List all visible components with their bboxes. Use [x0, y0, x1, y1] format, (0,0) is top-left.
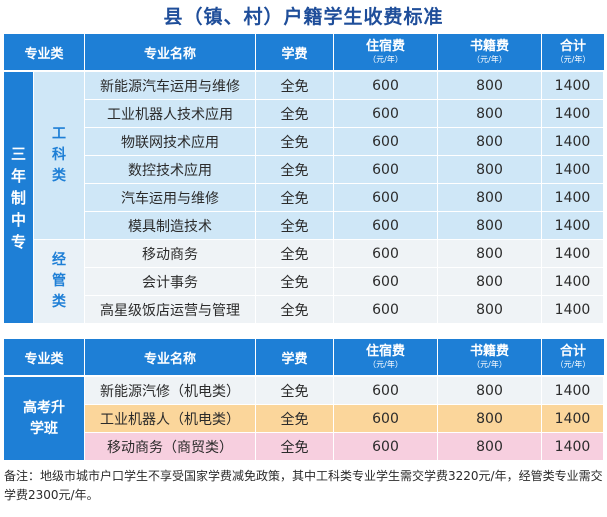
major-cell: 移动商务（商贸类） — [85, 433, 256, 461]
total-cell: 1400 — [542, 156, 604, 184]
total-cell: 1400 — [542, 296, 604, 324]
books-cell: 800 — [438, 405, 542, 433]
lodging-cell: 600 — [334, 128, 438, 156]
table-row: 数控技术应用 全免 600 800 1400 — [4, 156, 604, 184]
lodging-cell: 600 — [334, 433, 438, 461]
books-cell: 800 — [438, 100, 542, 128]
books-cell: 800 — [438, 128, 542, 156]
header-books: 书籍费 （元/年） — [438, 34, 542, 72]
tuition-cell: 全免 — [256, 128, 334, 156]
major-cell: 会计事务 — [85, 268, 256, 296]
category-gaokao: 高考升学班 — [4, 377, 85, 461]
major-cell: 数控技术应用 — [85, 156, 256, 184]
header-major: 专业名称 — [85, 339, 256, 377]
books-cell: 800 — [438, 72, 542, 100]
major-cell: 高星级饭店运营与管理 — [85, 296, 256, 324]
tuition-cell: 全免 — [256, 377, 334, 405]
table-row: 汽车运用与维修 全免 600 800 1400 — [4, 184, 604, 212]
major-cell: 移动商务 — [85, 240, 256, 268]
books-cell: 800 — [438, 212, 542, 240]
lodging-cell: 600 — [334, 240, 438, 268]
table-row: 工业机器人（机电类） 全免 600 800 1400 — [4, 405, 604, 433]
lodging-cell: 600 — [334, 100, 438, 128]
books-cell: 800 — [438, 268, 542, 296]
table-row: 高考升学班 新能源汽修（机电类） 全免 600 800 1400 — [4, 377, 604, 461]
lodging-cell: 600 — [334, 212, 438, 240]
major-cell: 汽车运用与维修 — [85, 184, 256, 212]
books-cell: 800 — [438, 156, 542, 184]
total-cell: 1400 — [542, 128, 604, 156]
header-tuition: 学费 — [256, 339, 334, 377]
page-title: 县（镇、村）户籍学生收费标准 — [163, 6, 444, 28]
fee-table-three-year: 专业类 专业名称 学费 住宿费 （元/年） 书籍费 （元/年） 合计 （元/年） 三年… — [4, 34, 604, 324]
tuition-cell: 全免 — [256, 156, 334, 184]
table-row: 经管类 移动商务 全免 600 800 1400 — [4, 240, 604, 324]
books-cell: 800 — [438, 377, 542, 405]
header-category: 专业类 — [4, 339, 85, 377]
table-row: 物联网技术应用 全免 600 800 1400 — [4, 128, 604, 156]
header-tuition: 学费 — [256, 34, 334, 72]
header-books: 书籍费 （元/年） — [438, 339, 542, 377]
table-row: 会计事务 全免 600 800 1400 — [4, 268, 604, 296]
major-cell: 物联网技术应用 — [85, 128, 256, 156]
major-cell: 新能源汽修（机电类） — [85, 377, 256, 405]
major-cell: 新能源汽车运用与维修 — [85, 72, 256, 100]
lodging-cell: 600 — [334, 405, 438, 433]
header-total: 合计 （元/年） — [542, 339, 604, 377]
books-cell: 800 — [438, 184, 542, 212]
total-cell: 1400 — [542, 433, 604, 461]
header-lodging: 住宿费 （元/年） — [334, 34, 438, 72]
tuition-cell: 全免 — [256, 240, 334, 268]
total-cell: 1400 — [542, 405, 604, 433]
header-total: 合计 （元/年） — [542, 34, 604, 72]
group-economics: 经管类 — [34, 240, 85, 324]
major-cell: 工业机器人技术应用 — [85, 100, 256, 128]
tuition-cell: 全免 — [256, 100, 334, 128]
total-cell: 1400 — [542, 240, 604, 268]
lodging-cell: 600 — [334, 184, 438, 212]
table-header-row: 专业类 专业名称 学费 住宿费 （元/年） 书籍费 （元/年） 合计 （元/年） — [4, 339, 604, 377]
total-cell: 1400 — [542, 100, 604, 128]
total-cell: 1400 — [542, 377, 604, 405]
table-row: 三年制中专 工科类 新能源汽车运用与维修 全免 600 800 1400 — [4, 72, 604, 324]
table-row: 高星级饭店运营与管理 全免 600 800 1400 — [4, 296, 604, 324]
lodging-cell: 600 — [334, 268, 438, 296]
lodging-cell: 600 — [334, 377, 438, 405]
tuition-cell: 全免 — [256, 268, 334, 296]
tuition-cell: 全免 — [256, 212, 334, 240]
lodging-cell: 600 — [334, 156, 438, 184]
major-cell: 工业机器人（机电类） — [85, 405, 256, 433]
tuition-cell: 全免 — [256, 405, 334, 433]
group-engineering: 工科类 — [34, 72, 85, 240]
total-cell: 1400 — [542, 268, 604, 296]
header-category: 专业类 — [4, 34, 85, 72]
header-major: 专业名称 — [85, 34, 256, 72]
tuition-cell: 全免 — [256, 72, 334, 100]
total-cell: 1400 — [542, 184, 604, 212]
books-cell: 800 — [438, 296, 542, 324]
footnote: 备注：地级市城市户口学生不享受国家学费减免政策，其中工科类专业学生需交学费322… — [4, 469, 603, 502]
table-row: 工业机器人技术应用 全免 600 800 1400 — [4, 100, 604, 128]
fee-table-gaokao: 专业类 专业名称 学费 住宿费 （元/年） 书籍费 （元/年） 合计 （元/年） 高考… — [4, 339, 604, 461]
category-three-year: 三年制中专 — [4, 72, 34, 324]
header-lodging: 住宿费 （元/年） — [334, 339, 438, 377]
total-cell: 1400 — [542, 72, 604, 100]
lodging-cell: 600 — [334, 296, 438, 324]
table-row: 移动商务（商贸类） 全免 600 800 1400 — [4, 433, 604, 461]
books-cell: 800 — [438, 240, 542, 268]
table-row: 模具制造技术 全免 600 800 1400 — [4, 212, 604, 240]
tuition-cell: 全免 — [256, 433, 334, 461]
total-cell: 1400 — [542, 212, 604, 240]
major-cell: 模具制造技术 — [85, 212, 256, 240]
tuition-cell: 全免 — [256, 296, 334, 324]
tuition-cell: 全免 — [256, 184, 334, 212]
table-header-row: 专业类 专业名称 学费 住宿费 （元/年） 书籍费 （元/年） 合计 （元/年） — [4, 34, 604, 72]
books-cell: 800 — [438, 433, 542, 461]
lodging-cell: 600 — [334, 72, 438, 100]
